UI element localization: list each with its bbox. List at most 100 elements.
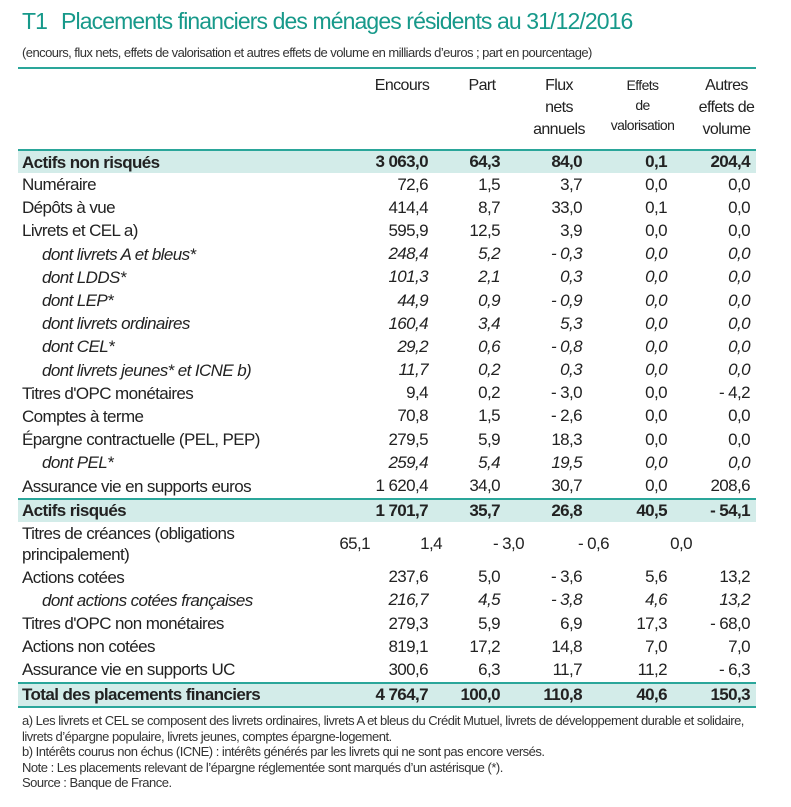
column-header-line: Autres	[705, 77, 748, 94]
table-row: Numéraire 72,6 1,5 3,7 0,0 0,0	[18, 173, 756, 196]
cell-part: 2,1	[478, 267, 500, 287]
row-label: dont LEP*	[42, 291, 114, 311]
cell-encours: 160,4	[388, 313, 428, 333]
cell-autres-effets-volume: 0,0	[728, 174, 750, 194]
cell-part: 1,4	[420, 533, 442, 553]
table-row: dont CEL* 29,2 0,6 - 0,8 0,0 0,0	[18, 335, 756, 358]
table-body: Actifs non risqués 3 063,0 64,3 84,0 0,1 204,…	[18, 149, 756, 706]
cell-flux-nets-annuels: 18,3	[551, 429, 582, 449]
cell-encours: 72,6	[397, 174, 428, 194]
cell-part: 6,3	[478, 659, 500, 679]
row-label: Actions non cotées	[22, 637, 155, 657]
table-row: Actions cotées 237,6 5,0 - 3,6 5,6 13,2	[18, 566, 756, 589]
table-header: Encours Part Flux nets annuels Effets de valori…	[18, 69, 756, 149]
table-row: Comptes à terme 70,8 1,5 - 2,6 0,0 0,0	[18, 405, 756, 428]
cell-autres-effets-volume: - 6,3	[718, 659, 751, 679]
table-row: Actions non cotées 819,1 17,2 14,8 7,0 7,0	[18, 635, 756, 658]
cell-flux-nets-annuels: - 0,9	[550, 290, 583, 310]
cell-encours: 595,9	[388, 220, 428, 240]
cell-flux-nets-annuels: - 3,0	[550, 383, 583, 403]
table-row: dont PEL* 259,4 5,4 19,5 0,0 0,0	[18, 451, 756, 474]
cell-part: 0,6	[478, 336, 500, 356]
row-label: Assurance vie en supports euros	[22, 476, 252, 496]
table-title: T1 Placements financiers des ménages rési…	[22, 8, 633, 35]
table-row: dont actions cotées françaises 216,7 4,5 - …	[18, 589, 756, 612]
column-header-part: Part	[446, 75, 518, 97]
cell-encours: 216,7	[388, 590, 428, 610]
row-label: dont livrets A et bleus*	[42, 244, 196, 264]
cell-autres-effets-volume: - 4,2	[718, 383, 751, 403]
cell-autres-effets-volume: 0,0	[728, 244, 750, 264]
cell-effets-valorisation: 4,6	[645, 590, 667, 610]
column-header-line: annuels	[533, 121, 585, 138]
row-label: Total des placements financiers	[22, 685, 261, 705]
cell-autres-effets-volume: 0,0	[728, 452, 750, 472]
cell-flux-nets-annuels: 0,3	[560, 267, 582, 287]
cell-autres-effets-volume: 0,0	[728, 313, 750, 333]
cell-flux-nets-annuels: - 3,0	[492, 533, 525, 553]
column-header-line: volume	[702, 121, 752, 138]
cell-encours: 70,8	[397, 406, 428, 426]
table-subtitle: (encours, flux nets, effets de valorisat…	[22, 45, 592, 60]
table-row-total: Actifs non risqués 3 063,0 64,3 84,0 0,1 204,…	[18, 149, 756, 173]
table-title-text: Placements financiers des ménages réside…	[61, 8, 633, 34]
cell-encours: 414,4	[388, 197, 428, 217]
row-label: Actifs risqués	[22, 501, 127, 521]
cell-effets-valorisation: 0,0	[645, 336, 667, 356]
cell-effets-valorisation: 5,6	[645, 567, 667, 587]
footnote: a) Les livrets et CEL se composent des l…	[22, 713, 744, 744]
cell-flux-nets-annuels: 3,9	[560, 220, 582, 240]
cell-encours: 3 063,0	[375, 152, 428, 171]
cell-autres-effets-volume: - 68,0	[710, 613, 750, 633]
cell-effets-valorisation: 0,0	[645, 313, 667, 333]
row-label: Numéraire	[22, 175, 97, 195]
cell-part: 3,4	[478, 313, 500, 333]
cell-autres-effets-volume: 0,0	[728, 429, 750, 449]
cell-autres-effets-volume: 150,3	[710, 684, 750, 704]
column-header-line: Flux	[545, 77, 573, 94]
cell-flux-nets-annuels: 11,7	[552, 659, 583, 679]
cell-flux-nets-annuels: 19,5	[551, 452, 582, 472]
table-row: dont livrets jeunes* et ICNE b) 11,7 0,2 0,…	[18, 359, 756, 382]
cell-effets-valorisation: 0,0	[645, 360, 667, 380]
financial-placements-table: Encours Part Flux nets annuels Effets de valori…	[18, 67, 756, 708]
cell-autres-effets-volume: 13,2	[719, 590, 750, 610]
row-label: dont CEL*	[42, 337, 115, 357]
cell-effets-valorisation: 17,3	[636, 613, 667, 633]
column-header-line: Effets	[626, 77, 660, 93]
row-label: dont actions cotées françaises	[42, 590, 253, 610]
cell-part: 0,2	[478, 383, 500, 403]
row-label: dont livrets jeunes* et ICNE b)	[42, 360, 252, 380]
column-header-line: valorisation	[610, 117, 675, 133]
cell-part: 4,5	[478, 590, 500, 610]
cell-encours: 237,6	[388, 567, 428, 587]
cell-encours: 101,3	[388, 267, 428, 287]
cell-flux-nets-annuels: 14,8	[551, 636, 582, 656]
row-label: Actifs non risqués	[22, 152, 160, 172]
row-label: Assurance vie en supports UC	[22, 660, 235, 680]
cell-part: 64,3	[469, 152, 500, 171]
table-row: dont livrets A et bleus* 248,4 5,2 - 0,3 0,0…	[18, 243, 756, 266]
table-number: T1	[22, 8, 48, 34]
cell-encours: 248,4	[388, 244, 428, 264]
cell-flux-nets-annuels: 26,8	[551, 500, 582, 520]
cell-encours: 300,6	[388, 659, 428, 679]
cell-part: 0,2	[478, 360, 500, 380]
cell-part: 8,7	[478, 197, 500, 217]
cell-flux-nets-annuels: 30,7	[551, 476, 582, 496]
row-label: Livrets et CEL a)	[22, 221, 138, 241]
cell-encours: 9,4	[406, 383, 428, 403]
column-header-line: Part	[468, 77, 497, 94]
cell-effets-valorisation: 40,5	[636, 500, 667, 520]
cell-encours: 11,7	[398, 360, 429, 380]
cell-part: 1,5	[478, 406, 500, 426]
cell-effets-valorisation: 0,0	[645, 174, 667, 194]
cell-autres-effets-volume: 0,0	[728, 197, 750, 217]
cell-encours: 4 764,7	[375, 684, 428, 704]
cell-effets-valorisation: - 0,6	[577, 533, 610, 553]
cell-encours: 1 701,7	[375, 500, 428, 520]
table-row-total: Total des placements financiers 4 764,7 10…	[18, 681, 756, 706]
cell-encours: 279,5	[388, 429, 428, 449]
cell-flux-nets-annuels: - 0,8	[550, 336, 583, 356]
cell-encours: 819,1	[388, 636, 428, 656]
